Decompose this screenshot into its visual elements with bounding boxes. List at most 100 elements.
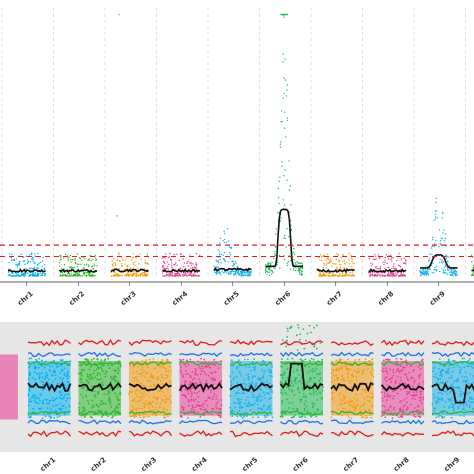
data-point [240,271,242,274]
data-point [43,264,46,266]
data-point [312,358,315,361]
data-point [336,253,338,255]
data-point [192,275,194,277]
band-line [179,430,223,437]
data-point [69,275,71,277]
data-point [396,259,398,262]
data-point [216,271,219,273]
data-point [170,258,172,260]
data-point [85,263,88,266]
data-point [219,274,222,276]
data-point [146,275,148,277]
data-point [273,267,275,269]
data-point [213,265,215,268]
data-point [132,256,134,258]
data-point [294,262,296,264]
data-point [281,13,284,16]
data-point [64,253,67,256]
x-tick-label: chr1 [39,456,58,473]
data-point [400,273,402,276]
data-point [330,416,333,419]
data-point [190,272,192,275]
data-point [269,264,272,266]
data-point [354,359,357,361]
data-point [332,262,334,265]
data-point [446,256,448,258]
data-point [91,275,94,277]
data-point [167,256,169,259]
band-line [330,361,374,367]
data-point [442,232,444,234]
data-point [42,274,44,276]
band-line [78,351,122,358]
data-point [132,274,134,276]
data-point [143,275,145,277]
data-point [400,358,403,361]
data-point [386,358,389,361]
x-tick-label: chr1 [16,290,35,307]
data-point [296,349,299,351]
data-point [424,268,427,271]
data-point [87,359,90,362]
data-point [295,267,297,269]
data-point [432,239,434,241]
data-point [13,275,15,277]
band-line [179,339,223,346]
data-point [267,271,269,274]
data-point [350,266,352,268]
data-point [28,357,31,360]
data-point [173,275,176,277]
data-point [89,272,92,274]
data-point [283,13,286,16]
data-point [81,275,84,277]
data-point [144,260,146,262]
data-point [122,259,124,262]
data-point [266,273,268,276]
data-point [283,16,285,18]
data-point [63,264,66,266]
series-chr1 [7,252,46,277]
data-point [319,342,322,344]
data-point [250,271,252,273]
data-point [284,237,286,239]
data-point [391,260,393,262]
data-point [238,359,240,361]
data-point [277,212,279,214]
x-tick-label: chr8 [377,290,396,307]
x-tick-label: chr7 [342,456,361,473]
data-point [34,275,36,277]
manhattan-panel: chr1chr2chr3chr4chr5chr6chr7chr8chr9chr1… [0,8,474,307]
data-point [180,253,183,255]
data-point [215,271,217,274]
data-point [301,274,303,276]
data-point [240,415,243,417]
data-point [138,263,140,265]
data-point [96,265,98,267]
band-line [128,419,172,425]
data-point [41,359,43,362]
data-point [304,416,307,418]
data-point [77,271,79,273]
data-point [132,272,135,275]
data-point [16,275,18,277]
data-point [346,267,348,269]
data-point [274,246,277,248]
data-point [171,272,174,274]
data-point [432,236,434,239]
data-point [19,275,21,277]
data-point [168,256,171,258]
data-point [168,273,170,276]
data-point [322,266,325,269]
data-point [144,262,146,264]
band-line [381,351,425,357]
data-point [167,261,169,263]
data-point [137,274,140,277]
data-point [67,259,70,261]
data-point [461,357,464,360]
data-point [63,257,65,259]
data-point [37,274,39,276]
data-point [124,259,127,261]
data-point [392,257,394,259]
data-point [115,274,118,276]
data-point [118,252,120,254]
